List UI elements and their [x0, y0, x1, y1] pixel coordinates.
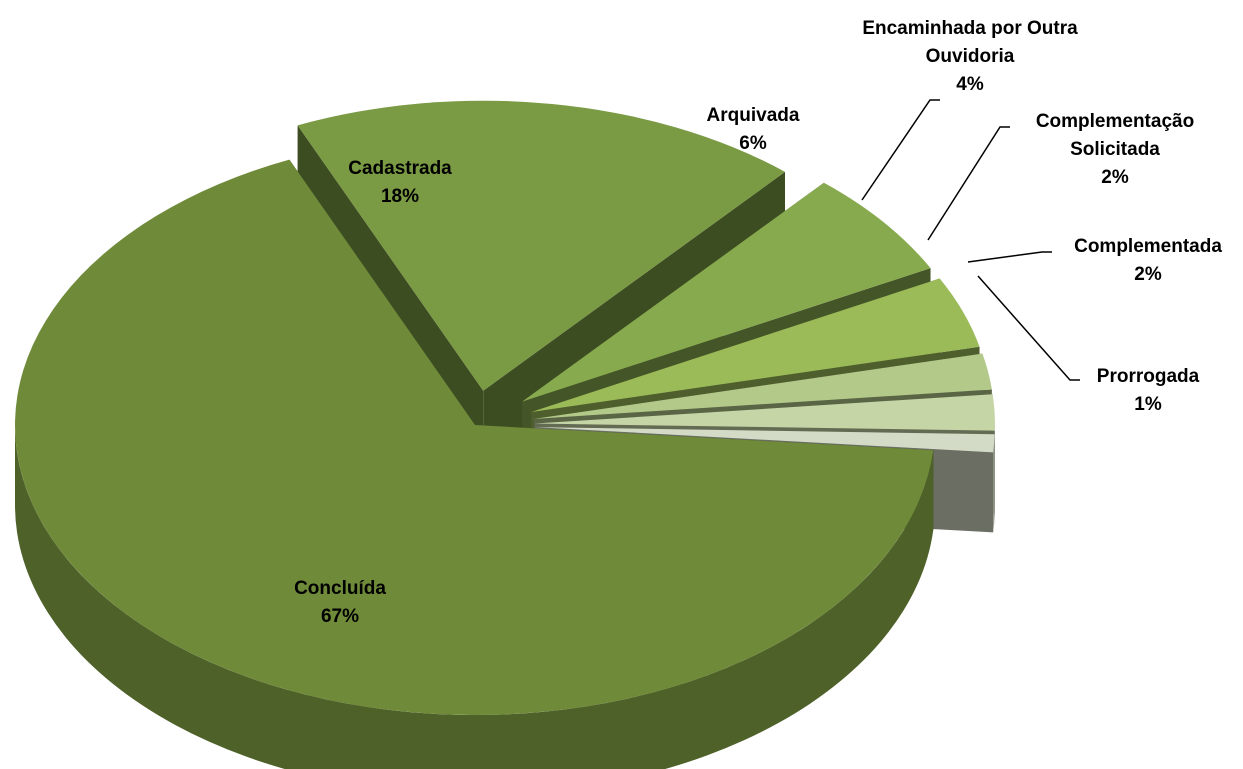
- label-name: Arquivada: [706, 105, 800, 126]
- label-value: 1%: [1134, 394, 1162, 415]
- label-value: 2%: [1101, 167, 1129, 188]
- label-value: 18%: [380, 186, 420, 207]
- data-label: Arquivada 6%: [673, 102, 833, 158]
- slice-top: [531, 278, 980, 412]
- label-name: Cadastrada: [348, 158, 452, 179]
- data-label: Complementada 2%: [1048, 233, 1243, 289]
- slice-outer-side: [15, 425, 934, 769]
- leader-lines: [861, 99, 1080, 381]
- leader-line: [927, 126, 1010, 241]
- data-label: Complementação Solicitada 2%: [995, 108, 1235, 192]
- label-value: 2%: [1134, 264, 1162, 285]
- slice-top: [534, 394, 995, 431]
- slice-top: [15, 159, 934, 716]
- slice-outer-side: [993, 434, 995, 533]
- label-value: 6%: [739, 133, 767, 154]
- data-label: Concluída 67%: [240, 575, 440, 631]
- label-value: 4%: [956, 74, 984, 95]
- label-name: Complementada: [1074, 236, 1222, 257]
- label-name: Encaminhada por Outra Ouvidoria: [862, 18, 1078, 67]
- label-name: Prorrogada: [1096, 366, 1200, 387]
- leader-line: [977, 275, 1080, 381]
- pie-slice: [15, 159, 934, 769]
- slice-top: [522, 182, 931, 402]
- data-label: Encaminhada por Outra Ouvidoria 4%: [820, 15, 1120, 99]
- leader-line: [861, 99, 940, 201]
- slice-top: [534, 353, 992, 419]
- slice-top: [534, 427, 995, 453]
- label-value: 67%: [320, 606, 360, 627]
- data-label: Cadastrada 18%: [300, 155, 500, 211]
- label-name: Complementação Solicitada: [1035, 111, 1195, 160]
- leader-line: [967, 251, 1052, 263]
- slice-top: [297, 100, 786, 391]
- label-name: Concluída: [294, 578, 386, 599]
- data-label: Prorrogada 1%: [1048, 363, 1243, 419]
